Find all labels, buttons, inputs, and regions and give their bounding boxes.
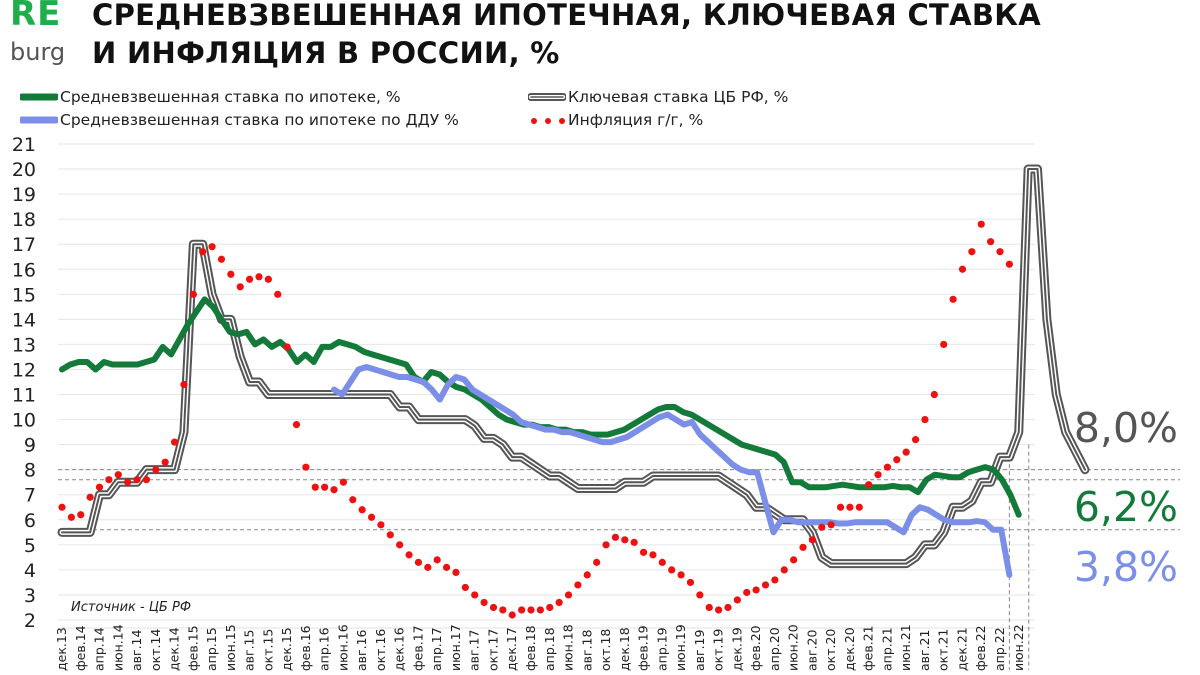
svg-text:июн.18: июн.18: [561, 624, 576, 671]
svg-text:июн.19: июн.19: [673, 624, 688, 671]
svg-text:авг.15: авг.15: [242, 630, 257, 671]
svg-text:17: 17: [12, 234, 36, 256]
legend-item-key-rate: Ключевая ставка ЦБ РФ, %: [528, 88, 788, 106]
svg-text:авг.18: авг.18: [579, 629, 594, 671]
svg-text:11: 11: [12, 385, 36, 407]
legend-label: Ключевая ставка ЦБ РФ, %: [568, 88, 789, 106]
svg-text:июн.17: июн.17: [448, 624, 463, 671]
svg-text:фев.19: фев.19: [636, 625, 651, 671]
svg-text:дек.14: дек.14: [167, 627, 182, 671]
annotation-key-rate: 8,0%: [1073, 404, 1178, 452]
svg-text:апр.19: апр.19: [654, 627, 669, 671]
svg-text:8: 8: [24, 460, 36, 482]
legend-solid-green-line-icon: [20, 93, 58, 101]
gridlines: [58, 143, 1035, 629]
svg-text:4: 4: [24, 560, 36, 582]
svg-text:фев.17: фев.17: [410, 625, 425, 671]
svg-text:фев.14: фев.14: [73, 625, 88, 671]
legend-item-inflation: Инфляция г/г, %: [528, 111, 703, 129]
svg-text:3: 3: [24, 585, 36, 607]
svg-text:13: 13: [12, 334, 36, 356]
svg-text:10: 10: [12, 410, 36, 432]
svg-text:9: 9: [24, 435, 36, 457]
chart-title-line1: СРЕДНЕВЗВЕШЕННАЯ ИПОТЕЧНАЯ, КЛЮЧЕВАЯ СТА…: [92, 0, 1042, 32]
svg-text:июн.22: июн.22: [1011, 624, 1026, 671]
legend-solid-blue-line-icon: [20, 116, 58, 124]
svg-text:июн.14: июн.14: [110, 624, 125, 671]
svg-text:дек.17: дек.17: [504, 627, 519, 671]
legend-double-gray-line-icon: [528, 93, 566, 101]
y-axis-ticks: 2 3 4 5 6 7 8 9 10 11 12 13 14 15 16 17 18 19 20 21: [12, 134, 36, 632]
svg-text:окт.14: окт.14: [148, 629, 163, 671]
svg-text:апр.20: апр.20: [767, 627, 782, 671]
svg-text:апр.15: апр.15: [204, 627, 219, 671]
legend-item-mortgage: Средневзвешенная ставка по ипотеке, %: [20, 88, 401, 106]
svg-text:окт.15: окт.15: [260, 629, 275, 671]
svg-text:19: 19: [12, 184, 36, 206]
svg-text:фев.21: фев.21: [861, 625, 876, 671]
svg-text:фев.15: фев.15: [185, 625, 200, 671]
svg-text:апр.21: апр.21: [879, 627, 894, 671]
svg-text:июн.20: июн.20: [786, 624, 801, 671]
svg-text:дек.16: дек.16: [392, 627, 407, 671]
legend-label: Инфляция г/г, %: [568, 111, 704, 129]
svg-text:2: 2: [24, 610, 36, 632]
svg-text:дек.15: дек.15: [279, 627, 294, 671]
svg-text:16: 16: [12, 259, 36, 281]
svg-text:окт.21: окт.21: [936, 629, 951, 671]
legend-item-ddu-mortgage: Средневзвешенная ставка по ипотеке по ДД…: [20, 111, 459, 129]
svg-text:15: 15: [12, 284, 36, 306]
svg-text:дек.19: дек.19: [729, 627, 744, 671]
svg-text:окт.17: окт.17: [485, 629, 500, 671]
svg-text:авг.14: авг.14: [129, 629, 144, 671]
logo-burg-text: burg: [10, 38, 66, 66]
svg-text:6: 6: [24, 510, 36, 532]
svg-text:апр.22: апр.22: [992, 627, 1007, 671]
series-lines: [57, 164, 1090, 619]
svg-text:июн.16: июн.16: [335, 624, 350, 671]
svg-text:авг.17: авг.17: [467, 630, 482, 671]
svg-text:дек.20: дек.20: [842, 627, 857, 671]
svg-text:апр.14: апр.14: [92, 627, 107, 671]
svg-text:20: 20: [12, 159, 36, 181]
logo-re-text: RE: [10, 0, 62, 34]
chart-title: СРЕДНЕВЗВЕШЕННАЯ ИПОТЕЧНАЯ, КЛЮЧЕВАЯ СТА…: [92, 0, 1041, 72]
legend-label: Средневзвешенная ставка по ипотеке по ДД…: [60, 111, 459, 129]
reburg-logo: RE burg: [10, 0, 80, 70]
svg-text:21: 21: [12, 134, 36, 156]
svg-text:июн.15: июн.15: [223, 624, 238, 671]
svg-text:фев.20: фев.20: [748, 625, 763, 671]
annotation-ddu-rate: 3,8%: [1073, 543, 1178, 591]
svg-text:фев.16: фев.16: [298, 625, 313, 671]
svg-text:12: 12: [12, 359, 36, 381]
svg-text:окт.18: окт.18: [598, 629, 613, 671]
x-axis-ticks: дек.13 фев.14 апр.14 июн.14 авг.14 окт.14 дек.…: [54, 624, 1026, 671]
svg-text:фев.18: фев.18: [523, 625, 538, 671]
legend-red-dots-icon: [531, 118, 565, 124]
svg-text:5: 5: [24, 535, 36, 557]
svg-text:18: 18: [12, 209, 36, 231]
svg-text:дек.13: дек.13: [54, 627, 69, 671]
svg-text:авг.20: авг.20: [804, 629, 819, 671]
svg-text:окт.20: окт.20: [823, 629, 838, 671]
svg-text:апр.17: апр.17: [429, 627, 444, 671]
svg-text:дек.18: дек.18: [617, 627, 632, 671]
source-note: Источник - ЦБ РФ: [71, 600, 192, 615]
svg-text:июн.21: июн.21: [898, 624, 913, 671]
svg-text:фев.22: фев.22: [973, 625, 988, 671]
annotation-mortgage-rate: 6,2%: [1073, 483, 1178, 531]
legend-label: Средневзвешенная ставка по ипотеке, %: [60, 88, 401, 106]
svg-text:апр.18: апр.18: [542, 627, 557, 671]
svg-text:14: 14: [12, 309, 36, 331]
svg-text:апр.16: апр.16: [317, 627, 332, 671]
svg-text:окт.19: окт.19: [711, 629, 726, 671]
svg-text:авг.16: авг.16: [354, 629, 369, 671]
chart-title-line2: И ИНФЛЯЦИЯ В РОССИИ, %: [92, 36, 560, 70]
svg-text:окт.16: окт.16: [373, 629, 388, 671]
svg-text:дек.21: дек.21: [954, 627, 969, 671]
svg-text:7: 7: [24, 485, 36, 507]
svg-text:авг.21: авг.21: [917, 630, 932, 671]
svg-text:авг.19: авг.19: [692, 629, 707, 671]
